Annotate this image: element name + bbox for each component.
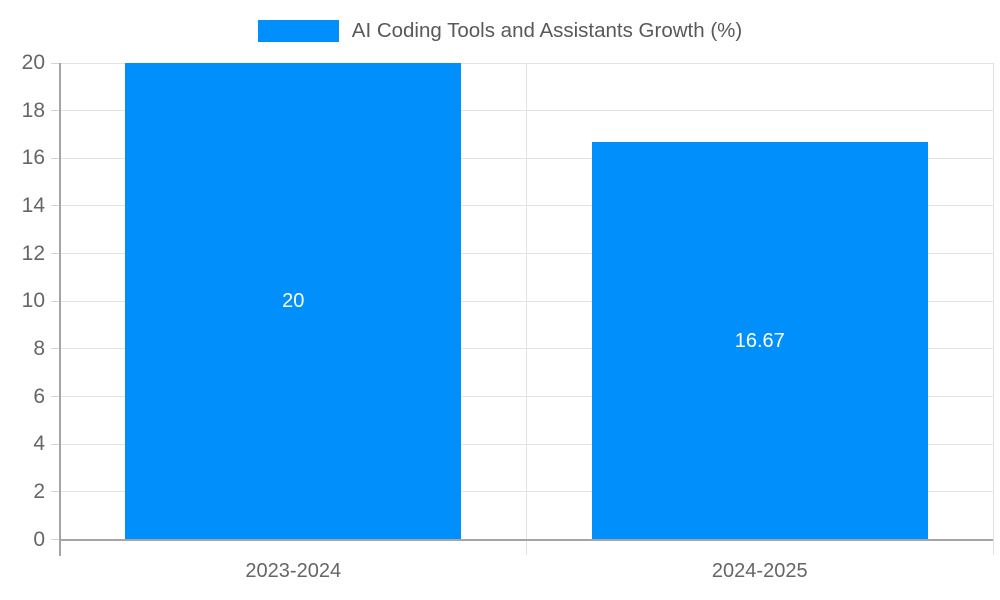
y-tick (51, 253, 60, 255)
y-tick (51, 110, 60, 112)
y-tick-label: 6 (33, 384, 45, 408)
y-tick-label: 18 (21, 98, 45, 122)
y-tick-label: 16 (21, 146, 45, 170)
gridline-v (526, 63, 527, 555)
y-tick-label: 4 (33, 432, 45, 456)
y-tick-label: 14 (21, 193, 45, 217)
y-tick (51, 157, 60, 159)
bar (125, 63, 462, 540)
y-tick (51, 300, 60, 302)
bar (591, 142, 928, 540)
x-tick-label: 2023-2024 (245, 560, 342, 582)
x-axis-line (59, 539, 993, 541)
y-tick (51, 539, 60, 540)
legend-swatch (257, 20, 339, 42)
y-tick-label: 8 (33, 336, 45, 360)
legend-label: AI Coding Tools and Assistants Growth (%… (351, 19, 743, 42)
y-tick (51, 205, 60, 207)
y-tick-label: 20 (21, 51, 45, 74)
bar-value-label: 20 (282, 290, 305, 313)
y-axis-line (59, 63, 61, 556)
y-tick-label: 12 (21, 241, 45, 265)
y-tick (51, 396, 60, 398)
legend: AI Coding Tools and Assistants Growth (%… (0, 16, 1000, 46)
gridline-v (992, 63, 994, 555)
y-tick-label: 10 (21, 289, 45, 313)
y-tick-label: 2 (33, 479, 45, 503)
y-tick (51, 443, 60, 445)
bar-value-label: 16.67 (734, 329, 785, 352)
y-tick (51, 491, 60, 493)
x-tick-label: 2024-2025 (711, 560, 808, 582)
y-tick (51, 348, 60, 350)
y-tick (51, 62, 60, 64)
y-tick-label: 0 (33, 527, 45, 551)
